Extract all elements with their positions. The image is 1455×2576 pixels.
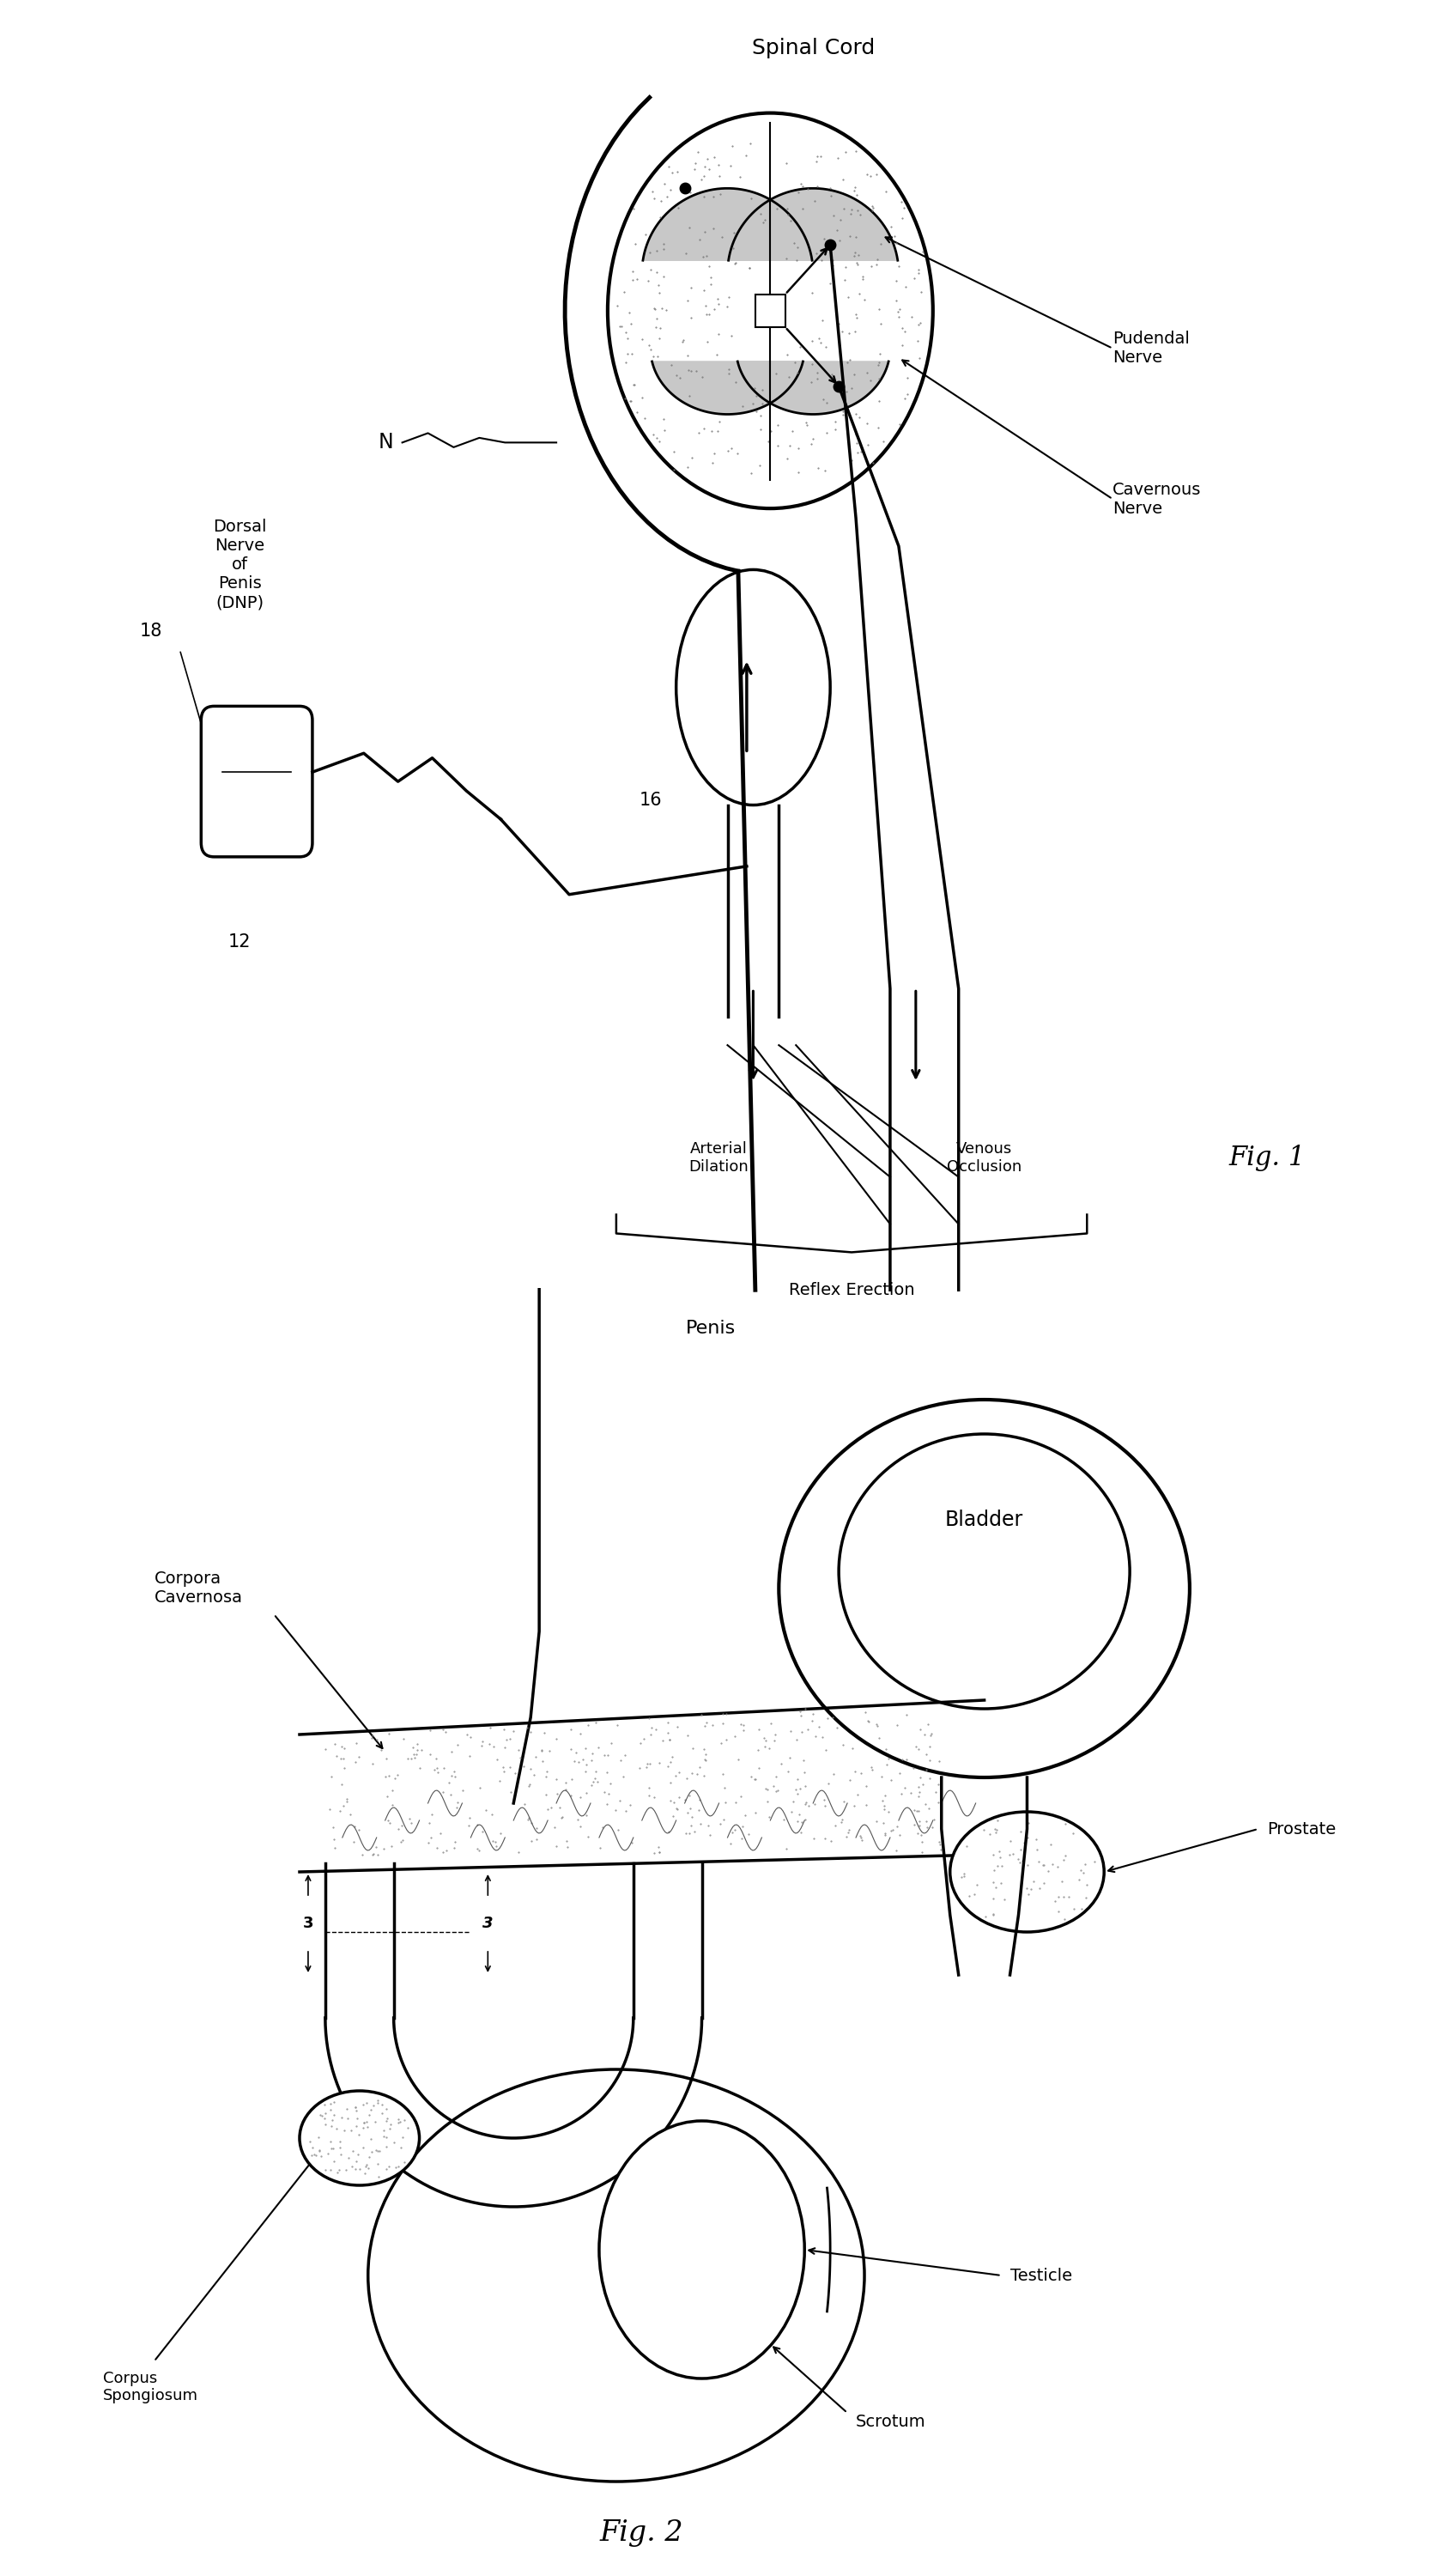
Polygon shape [652,361,803,415]
Text: 18: 18 [140,623,163,639]
Text: Cavernous
Nerve: Cavernous Nerve [1113,482,1202,518]
Polygon shape [729,188,898,260]
FancyBboxPatch shape [201,706,313,858]
Text: Bladder: Bladder [946,1510,1023,1530]
Text: Spinal Cord: Spinal Cord [752,39,874,59]
Ellipse shape [778,1399,1190,1777]
Ellipse shape [838,1435,1129,1708]
Ellipse shape [300,2092,419,2184]
Text: N: N [378,433,394,453]
Text: Dorsal
Nerve
of
Penis
(DNP): Dorsal Nerve of Penis (DNP) [212,518,266,611]
Text: Pudendal
Nerve: Pudendal Nerve [1113,330,1190,366]
Ellipse shape [599,2120,805,2378]
Text: 12: 12 [228,933,252,951]
Ellipse shape [677,569,831,806]
Text: 3: 3 [303,1917,313,1932]
Text: Prostate: Prostate [1267,1821,1336,1837]
Text: Reflex Erection: Reflex Erection [789,1283,915,1298]
Text: Fig. 2: Fig. 2 [599,2519,684,2548]
FancyBboxPatch shape [755,294,786,327]
Ellipse shape [950,1811,1104,1932]
Ellipse shape [368,2069,864,2481]
Text: Fig. 1: Fig. 1 [1228,1144,1305,1172]
Text: Scrotum: Scrotum [856,2414,925,2429]
Text: Corpus
Spongiosum: Corpus Spongiosum [103,2370,198,2403]
Text: Penis: Penis [685,1319,735,1337]
Text: Arterial
Dilation: Arterial Dilation [690,1141,749,1175]
Polygon shape [643,188,812,260]
Polygon shape [738,361,889,415]
Text: 16: 16 [639,791,662,809]
Text: Corpora
Cavernosa: Corpora Cavernosa [154,1571,243,1607]
Text: Venous
Occlusion: Venous Occlusion [947,1141,1021,1175]
Text: 3: 3 [483,1917,493,1932]
Text: Testicle: Testicle [1010,2267,1072,2285]
Ellipse shape [608,113,933,507]
